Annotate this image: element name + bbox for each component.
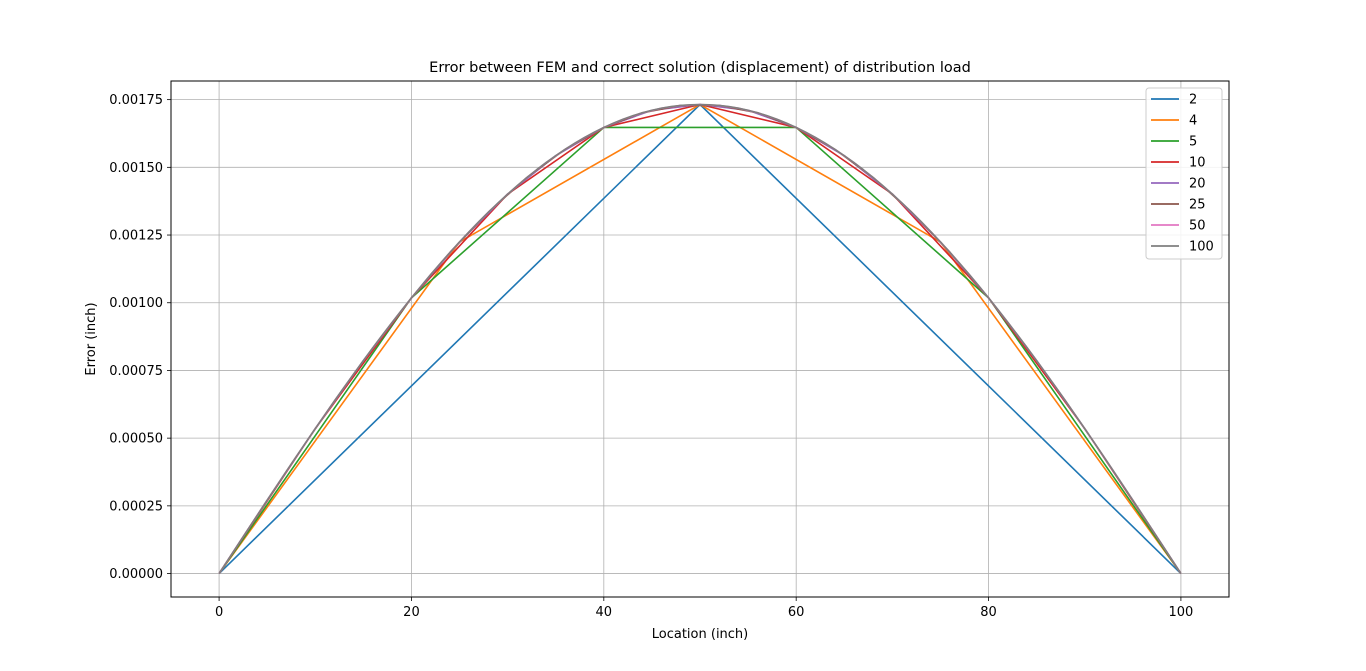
- y-axis-label: Error (inch): [84, 302, 99, 375]
- legend-label: 100: [1189, 240, 1214, 255]
- legend-label: 5: [1189, 135, 1197, 150]
- x-tick-label: 100: [1168, 605, 1193, 620]
- x-tick-label: 60: [788, 605, 805, 620]
- x-axis-label: Location (inch): [652, 627, 749, 642]
- y-tick-label: 0.00000: [109, 567, 163, 582]
- y-tick-label: 0.00100: [109, 296, 163, 311]
- y-tick-label: 0.00025: [109, 499, 163, 514]
- legend: 2 4 5 10 20 25 50 100: [1145, 87, 1223, 260]
- legend-label: 25: [1189, 198, 1206, 213]
- series-line-5: [218, 126, 1182, 575]
- y-tick-label: 0.00125: [109, 229, 163, 244]
- legend-label: 50: [1189, 219, 1206, 234]
- x-tick-label: 20: [403, 605, 420, 620]
- series-lines: [218, 103, 1182, 575]
- x-tick-label: 0: [215, 605, 223, 620]
- legend-label: 2: [1189, 93, 1197, 108]
- x-tick-label: 40: [596, 605, 613, 620]
- legend-label: 20: [1189, 177, 1206, 192]
- chart-title: Error between FEM and correct solution (…: [429, 60, 971, 76]
- y-tick-label: 0.00050: [109, 432, 163, 447]
- legend-label: 10: [1189, 156, 1206, 171]
- grid-lines: [171, 81, 1229, 597]
- series-line-100: [218, 103, 1182, 574]
- y-tick-label: 0.00150: [109, 161, 163, 176]
- y-tick-label: 0.00175: [109, 93, 163, 108]
- legend-label: 4: [1189, 114, 1197, 129]
- axis-ticks: 0 20 40 60 80 100 0.00000 0.00025 0.00050 0.00075…: [109, 93, 1193, 620]
- legend-box: [1145, 87, 1223, 260]
- x-tick-label: 80: [980, 605, 997, 620]
- y-tick-label: 0.00075: [109, 364, 163, 379]
- plot-area-frame: [170, 80, 1230, 598]
